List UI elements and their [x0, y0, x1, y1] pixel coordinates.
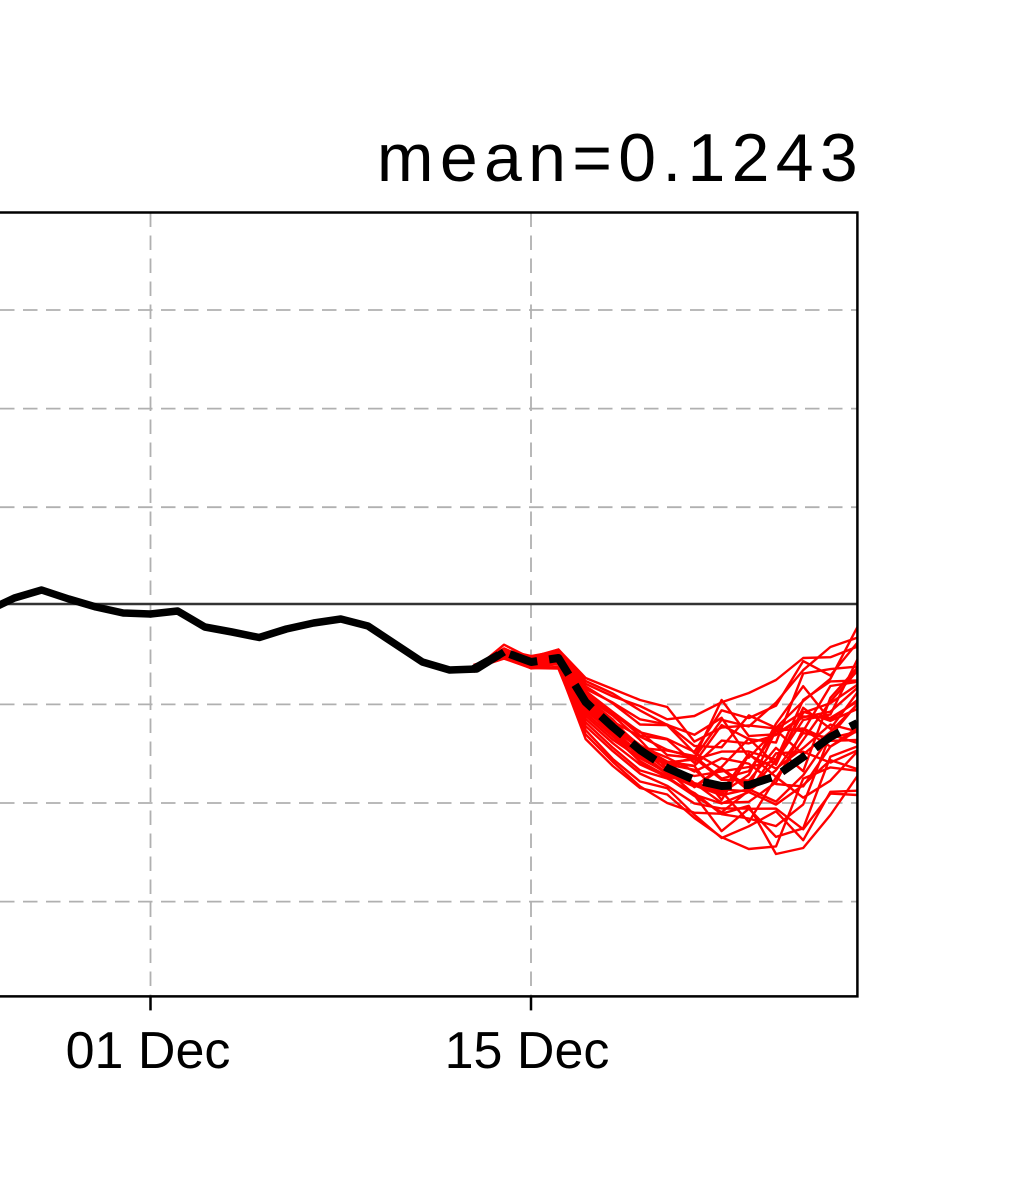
svg-text:15 Dec: 15 Dec	[445, 1022, 610, 1080]
svg-text:mean=0.1243: mean=0.1243	[377, 120, 864, 196]
svg-text:01 Dec: 01 Dec	[66, 1022, 231, 1080]
